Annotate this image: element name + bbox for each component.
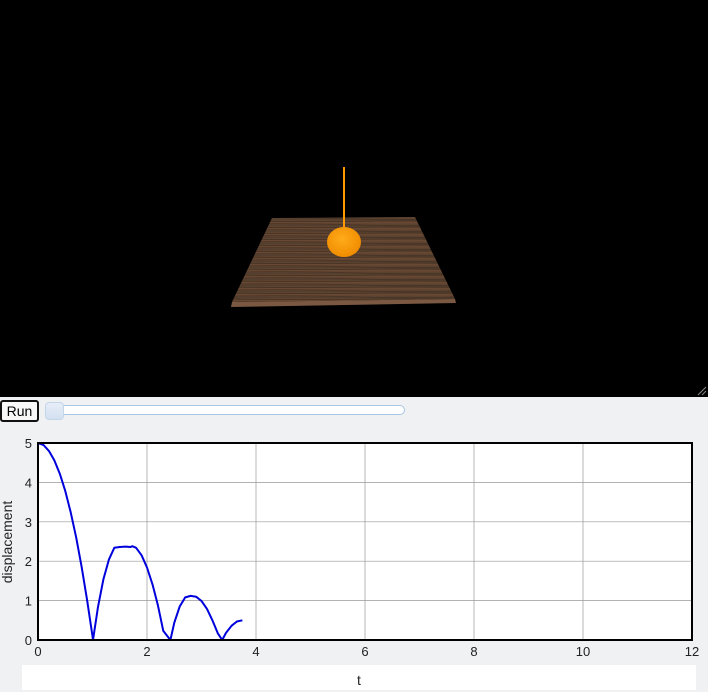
xlabel-background <box>22 665 696 690</box>
time-slider-thumb[interactable] <box>45 402 64 420</box>
y-tick-label: 4 <box>25 475 32 490</box>
y-axis-label: displacement <box>0 501 15 584</box>
x-tick-label: 0 <box>34 644 41 659</box>
time-slider[interactable] <box>45 405 405 415</box>
table-top <box>232 217 455 302</box>
y-tick-label: 3 <box>25 515 32 530</box>
displacement-plot: 0 2 4 6 8 10 12 0 1 2 3 4 5 t displacement <box>0 436 708 692</box>
x-tick-label: 6 <box>361 644 368 659</box>
displacement-series-line <box>37 442 243 641</box>
x-axis-label: t <box>357 672 361 688</box>
x-tick-label: 4 <box>252 644 259 659</box>
plot-frame <box>37 442 693 641</box>
x-tick-label: 8 <box>470 644 477 659</box>
3d-viewport[interactable] <box>0 0 708 397</box>
x-tick-label: 10 <box>576 644 590 659</box>
x-tick-label: 2 <box>143 644 150 659</box>
ball <box>327 227 361 257</box>
y-tick-label: 0 <box>25 633 32 648</box>
y-tick-label: 2 <box>25 554 32 569</box>
x-tick-label: 12 <box>685 644 699 659</box>
table-edge <box>231 299 456 307</box>
y-tick-label: 5 <box>25 436 32 451</box>
scene-canvas <box>231 167 707 396</box>
run-button[interactable]: Run <box>0 400 39 422</box>
y-tick-label: 1 <box>25 594 32 609</box>
resize-handle-icon[interactable] <box>697 386 707 396</box>
